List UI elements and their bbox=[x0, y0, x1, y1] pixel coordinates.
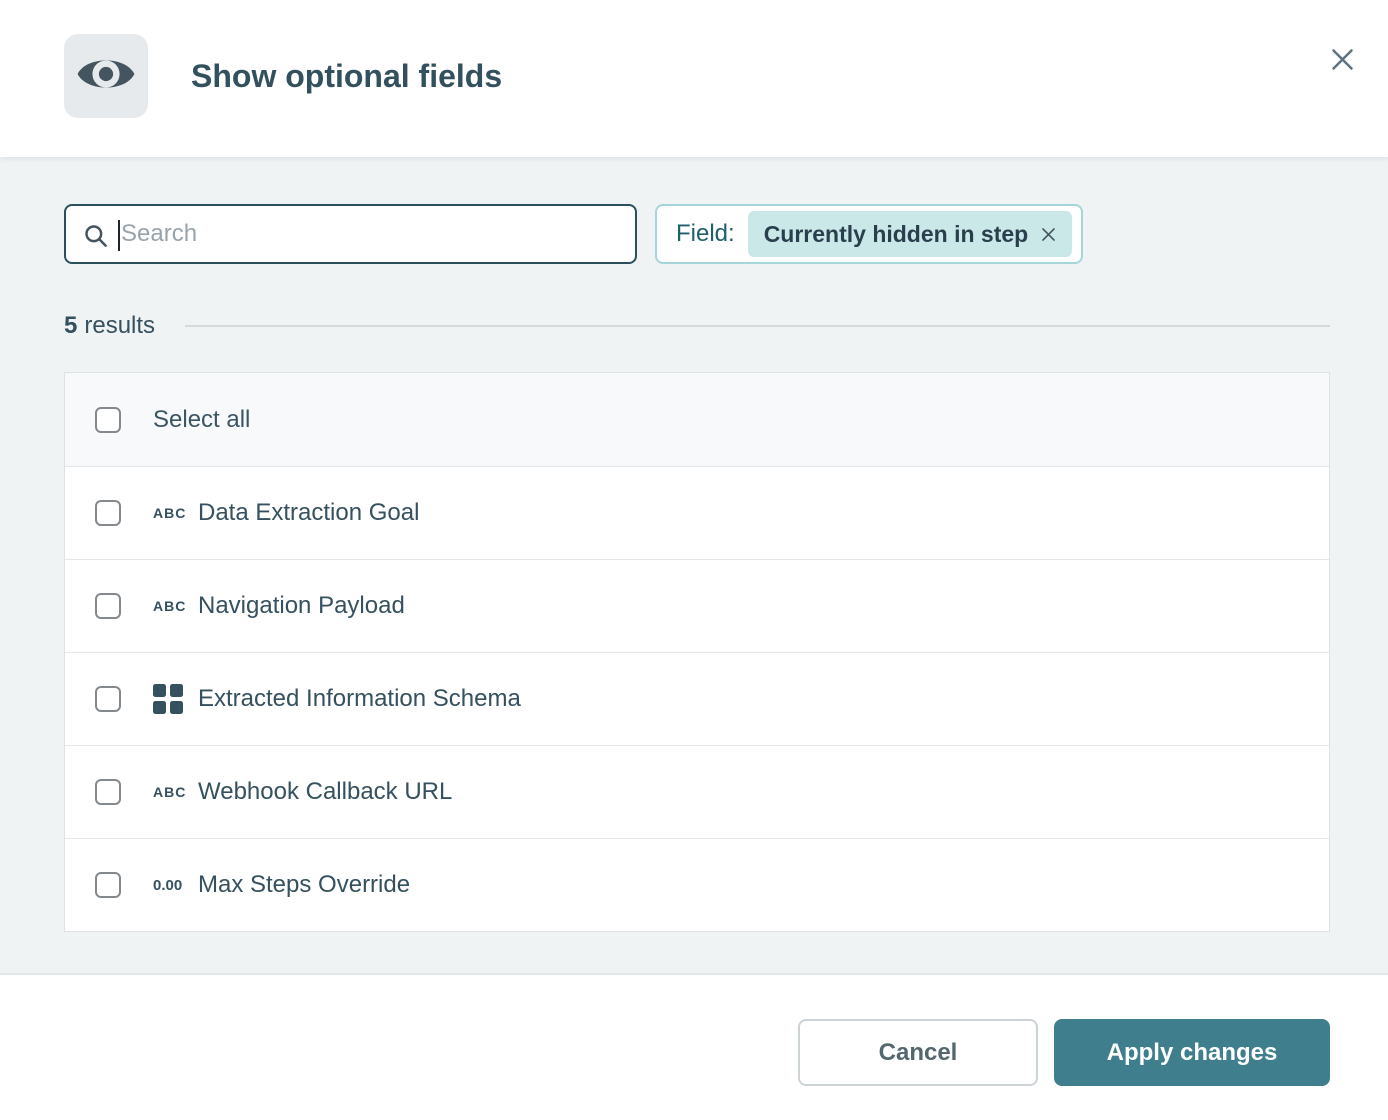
cancel-button[interactable]: Cancel bbox=[798, 1019, 1038, 1086]
filter-chip[interactable]: Currently hidden in step bbox=[747, 211, 1073, 257]
field-label: Data Extraction Goal bbox=[198, 499, 420, 526]
dialog-footer: Cancel Apply changes bbox=[0, 973, 1388, 1120]
fields-list: Select all ABC Data Extraction Goal ABC … bbox=[64, 372, 1330, 932]
field-checkbox[interactable] bbox=[95, 686, 121, 712]
select-all-label: Select all bbox=[153, 405, 251, 433]
results-label: results bbox=[84, 312, 156, 339]
apply-changes-button[interactable]: Apply changes bbox=[1054, 1019, 1330, 1086]
object-type-icon bbox=[153, 684, 188, 714]
filter-label: Field: bbox=[676, 220, 735, 247]
field-checkbox[interactable] bbox=[95, 779, 121, 805]
field-checkbox[interactable] bbox=[95, 500, 121, 526]
search-icon bbox=[82, 222, 109, 249]
text-type-icon: ABC bbox=[153, 784, 187, 800]
search-input[interactable] bbox=[121, 206, 626, 262]
list-item[interactable]: 0.00 Max Steps Override bbox=[65, 838, 1329, 931]
results-count: 5 bbox=[64, 312, 78, 339]
dialog-body: Field: Currently hidden in step 5 result… bbox=[0, 157, 1388, 973]
field-label: Max Steps Override bbox=[198, 871, 411, 898]
eye-icon-tile bbox=[64, 34, 148, 118]
results-summary: 5 results bbox=[64, 309, 1330, 343]
field-label: Navigation Payload bbox=[198, 592, 405, 619]
number-type-icon: 0.00 bbox=[153, 876, 183, 894]
dialog-title: Show optional fields bbox=[191, 58, 503, 94]
list-item[interactable]: ABC Navigation Payload bbox=[65, 559, 1329, 652]
field-checkbox[interactable] bbox=[95, 593, 121, 619]
field-filter[interactable]: Field: Currently hidden in step bbox=[655, 204, 1083, 264]
text-type-icon: ABC bbox=[153, 505, 187, 521]
eye-icon bbox=[75, 43, 137, 110]
list-item[interactable]: Extracted Information Schema bbox=[65, 652, 1329, 745]
select-all-checkbox[interactable] bbox=[95, 406, 121, 433]
filter-chip-label: Currently hidden in step bbox=[763, 220, 1029, 247]
select-all-row[interactable]: Select all bbox=[65, 373, 1329, 466]
search-box[interactable] bbox=[64, 204, 637, 264]
list-item[interactable]: ABC Webhook Callback URL bbox=[65, 745, 1329, 838]
field-label: Extracted Information Schema bbox=[198, 685, 521, 712]
field-label: Webhook Callback URL bbox=[198, 778, 453, 805]
close-icon[interactable] bbox=[1324, 41, 1360, 77]
field-checkbox[interactable] bbox=[95, 872, 121, 898]
text-type-icon: ABC bbox=[153, 598, 187, 614]
text-cursor bbox=[118, 220, 120, 251]
chip-remove-icon[interactable] bbox=[1039, 225, 1058, 244]
dialog-header: Show optional fields bbox=[0, 0, 1388, 157]
results-divider bbox=[185, 325, 1330, 327]
list-item[interactable]: ABC Data Extraction Goal bbox=[65, 466, 1329, 559]
